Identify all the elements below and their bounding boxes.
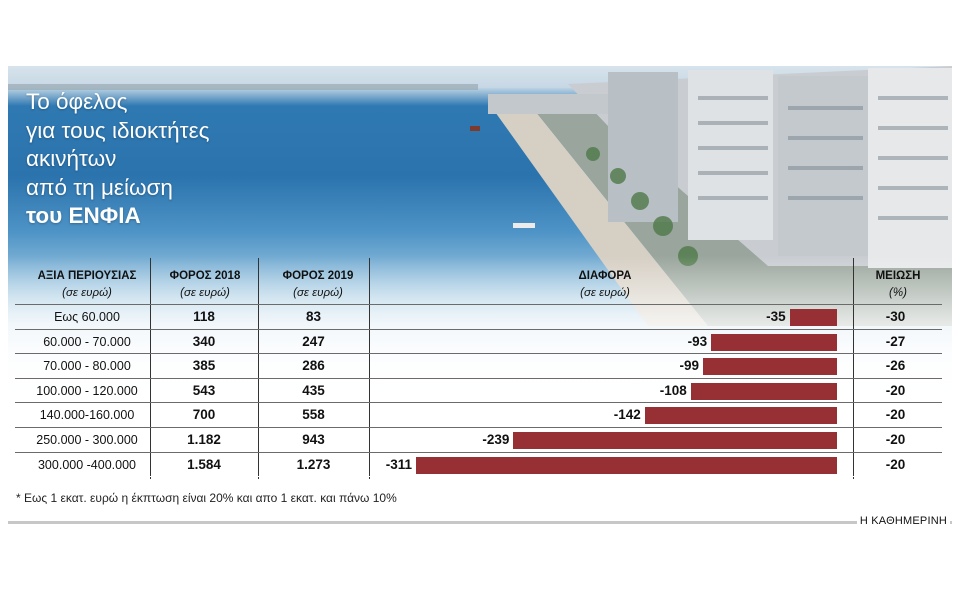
category-label: 250.000 - 300.000 [36,433,138,447]
row-separator [15,427,942,428]
harbor-horizon [8,84,478,90]
tax2018-value: 1.584 [187,456,221,472]
tax2019-value: 286 [302,358,325,374]
tax2018-value: 385 [192,358,216,374]
difference-label: -239 [482,432,510,447]
bottom-rule [8,521,952,524]
title-line: Το όφελος [26,89,128,114]
header-tax2019-unit: (σε ευρώ) [293,287,343,299]
header-tax2019: ΦΟΡΟΣ 2019 (σε ευρώ) [263,268,373,302]
tax2018-value: 118 [193,309,215,324]
category-label: 70.000 - 80.000 [43,359,131,374]
tax2019-value: 247 [302,333,325,349]
reduction-value: -27 [885,333,906,349]
difference-bar [513,432,837,449]
row-separator [15,328,942,330]
background-photo [8,66,952,481]
seafront-buildings [470,66,952,326]
difference-label: -35 [766,309,786,324]
header-reduction-label: ΜΕΙΩΣΗ [875,270,921,282]
difference-bar [702,358,837,376]
tax2018-value: 340 [192,333,216,349]
reduction-value: -30 [885,309,906,324]
difference-bar [789,309,837,326]
difference-label: -142 [613,407,641,423]
tax2019-value: 943 [302,432,325,447]
title-line: για τους ιδιοκτήτες [26,117,210,143]
difference-bar [711,333,837,351]
reduction-value: -20 [885,382,906,398]
header-tax2018-label: ΦΟΡΟΣ 2018 [169,270,241,282]
column-divider [853,258,854,479]
header-diff-unit: (σε ευρώ) [580,287,630,299]
reduction-value: -20 [885,407,906,423]
tax2018-value: 543 [192,382,216,398]
column-divider [369,258,370,479]
row-separator [15,402,942,404]
reduction-value: -20 [885,432,906,447]
header-value: ΑΞΙΑ ΠΕΡΙΟΥΣΙΑΣ (σε ευρώ) [22,268,152,302]
title-line: ακινήτων [26,146,117,171]
row-separator [15,377,942,379]
tax2019-value: 83 [305,309,322,324]
tax2018-value: 1.182 [187,432,221,447]
row-separator [15,451,942,453]
difference-bar [644,407,837,425]
category-label: 100.000 - 120.000 [36,383,138,398]
row-separator [15,353,942,355]
column-divider [150,258,151,479]
tax2018-value: 700 [192,407,216,423]
difference-bar [416,456,837,474]
reduction-value: -26 [885,358,906,374]
row-separator [15,476,942,478]
header-tax2018-unit: (σε ευρώ) [180,287,230,299]
category-label: 300.000 -400.000 [37,457,136,472]
difference-label: -311 [385,456,412,472]
reduction-value: -20 [885,456,906,472]
tax2019-value: 435 [302,382,325,398]
header-value-label: ΑΞΙΑ ΠΕΡΙΟΥΣΙΑΣ [37,270,137,282]
difference-bar [690,382,837,400]
header-reduction: ΜΕΙΩΣΗ (%) [858,268,938,302]
header-diff: ΔΙΑΦΟΡΑ (σε ευρώ) [555,268,655,302]
header-reduction-unit: (%) [889,287,907,299]
title-line: από τη μείωση [26,174,173,200]
column-divider [258,258,259,479]
category-label: 140.000-160.000 [39,408,135,423]
header-value-unit: (σε ευρώ) [62,287,112,299]
header-tax2019-label: ΦΟΡΟΣ 2019 [282,270,354,282]
publisher-brand: Η ΚΑΘΗΜΕΡΙΝΗ [856,515,950,527]
row-separator [15,304,942,305]
footnote: * Εως 1 εκατ. ευρώ η έκπτωση είναι 20% κ… [16,491,397,505]
chart-title: Το όφελος για τους ιδιοκτήτες ακινήτων α… [26,88,306,231]
header-diff-label: ΔΙΑΦΟΡΑ [578,270,632,282]
difference-label: -108 [659,382,687,398]
difference-label: -93 [687,333,708,349]
tax2019-value: 1.273 [296,456,331,472]
category-label: 60.000 - 70.000 [43,334,131,349]
header-tax2018: ΦΟΡΟΣ 2018 (σε ευρώ) [150,268,260,302]
difference-label: -99 [679,358,699,374]
category-label: Εως 60.000 [54,310,120,324]
title-line: του ΕΝΦΙΑ [26,203,141,228]
tax2019-value: 558 [302,407,325,423]
